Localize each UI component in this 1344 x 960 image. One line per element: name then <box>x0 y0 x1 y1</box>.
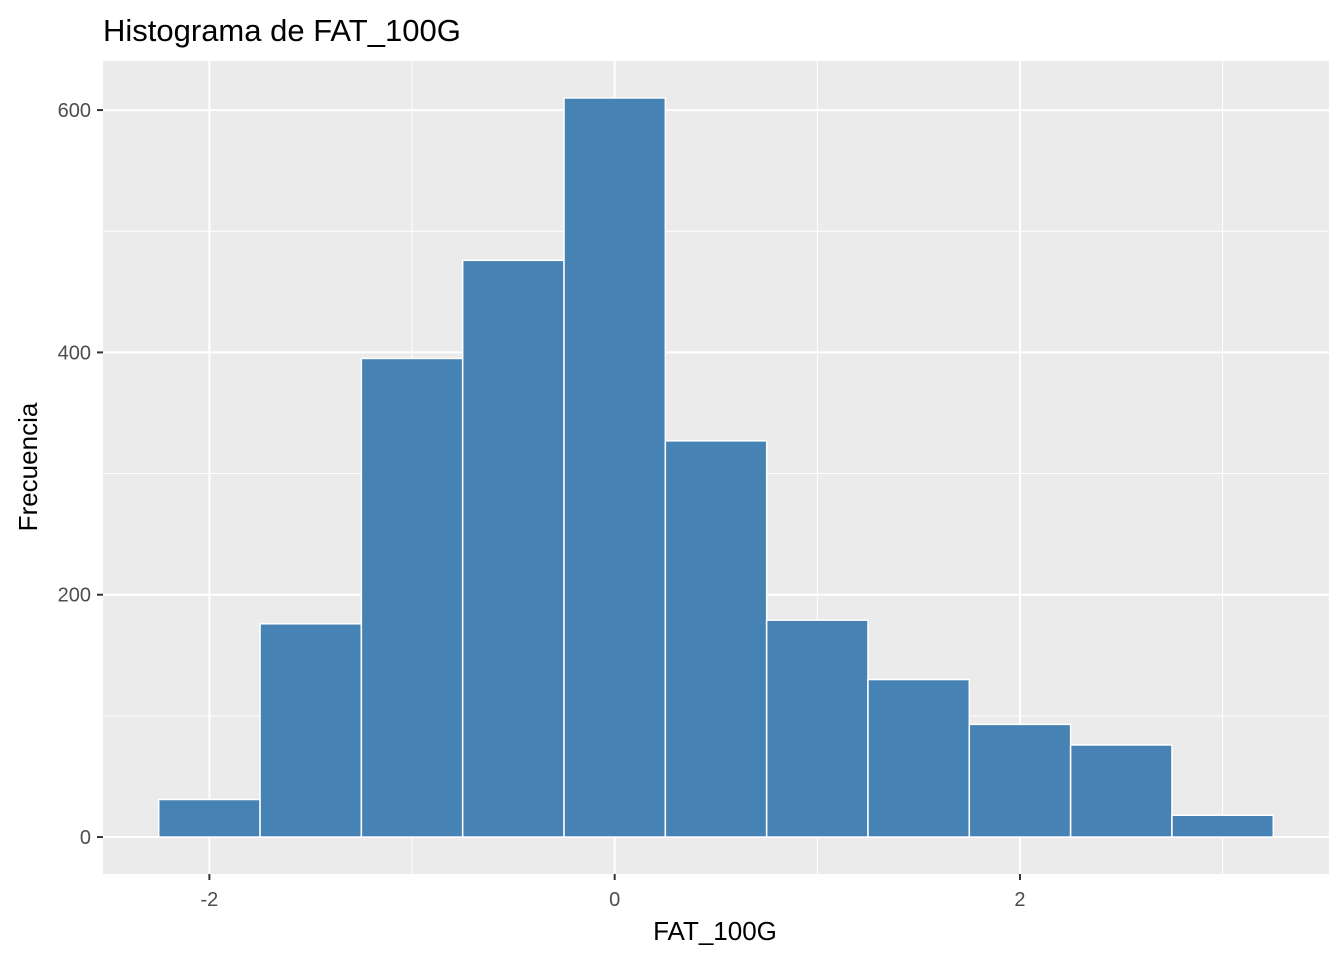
histogram-bar-9 <box>968 723 1072 838</box>
x-tick-label: 0 <box>609 889 620 911</box>
histogram-bar-2 <box>259 623 363 838</box>
histogram-bar-3 <box>360 357 464 838</box>
histogram-bar-6 <box>664 440 768 838</box>
histogram-bar-8 <box>867 678 971 838</box>
x-tick-label: -2 <box>200 889 218 911</box>
histogram-bar-5 <box>563 97 667 838</box>
histogram-bar-10 <box>1069 744 1173 838</box>
chart-title: Histograma de FAT_100G <box>103 13 461 48</box>
x-axis-title: FAT_100G <box>653 916 777 946</box>
x-axis-ticks: -2 0 2 <box>200 874 1026 911</box>
y-tick-label: 600 <box>58 100 91 122</box>
y-axis-title: Frecuencia <box>13 402 43 531</box>
histogram-bar-7 <box>765 619 869 838</box>
y-axis-ticks: 0 200 400 600 <box>58 100 103 849</box>
y-tick-label: 200 <box>58 585 91 607</box>
x-tick-label: 2 <box>1014 889 1025 911</box>
histogram-bar-4 <box>461 259 565 838</box>
histogram-bar-11 <box>1171 814 1275 838</box>
histogram-bar-1 <box>157 798 261 838</box>
histogram-bars <box>157 97 1275 838</box>
y-tick-label: 0 <box>80 827 91 849</box>
y-tick-label: 400 <box>58 342 91 364</box>
